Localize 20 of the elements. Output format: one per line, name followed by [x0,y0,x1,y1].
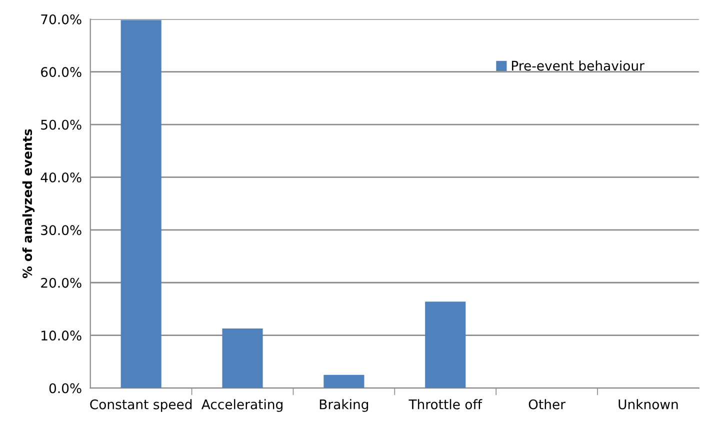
x-tick-label: Unknown [618,399,678,410]
bar [222,328,263,388]
y-axis-title: % of analyzed events [22,129,35,278]
y-tick-label: 30.0% [41,225,82,236]
y-tick-label: 60.0% [41,67,82,78]
bar [425,302,466,388]
x-tick-label: Constant speed [90,399,192,412]
y-tick-label: 0.0% [49,383,82,394]
bar [120,20,162,388]
legend-label: Pre-event behaviour [512,60,644,71]
x-tick-label: Accelerating [201,399,282,412]
x-tick-label: Other [528,399,566,410]
bar [324,374,364,388]
x-tick-label: Braking [320,399,368,412]
y-tick-label: 20.0% [41,278,82,288]
x-tick-label: Throttle off [408,399,482,410]
y-tick-label: 70.0% [41,14,82,24]
y-tick-label: 40.0% [40,172,82,182]
y-tick-label: 50.0% [41,120,82,130]
y-tick-label: 10.0% [42,330,82,341]
